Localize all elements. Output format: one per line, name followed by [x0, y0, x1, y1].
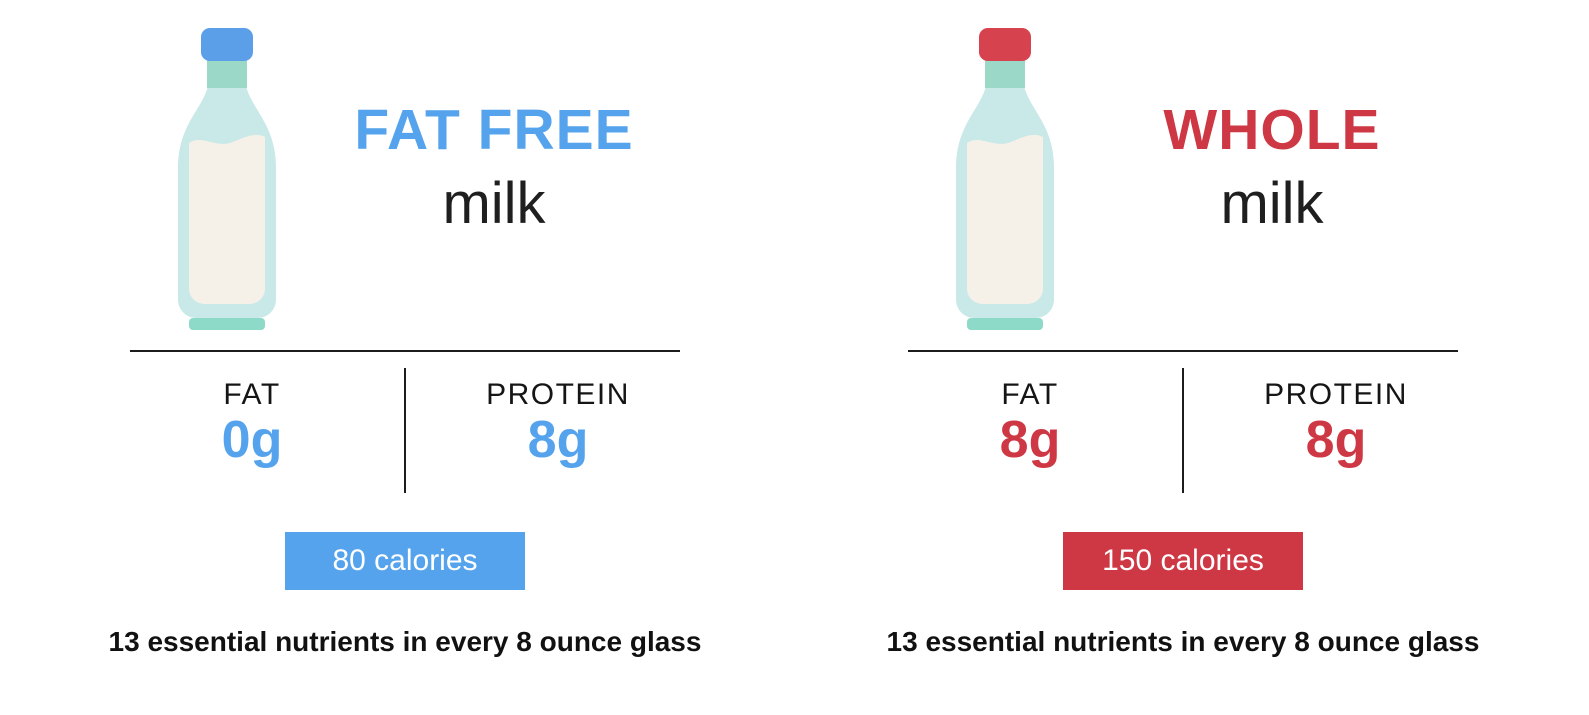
panel-title: WHOLE [1163, 98, 1381, 162]
stat-fat: FAT 8g [878, 352, 1182, 494]
nutrition-stats: FAT 0g PROTEIN 8g [100, 352, 710, 494]
stat-protein-value: 8g [527, 411, 589, 469]
stat-protein-label: PROTEIN [486, 378, 630, 411]
bottle-neck-shape [207, 57, 247, 88]
title-block: WHOLE milk [1056, 28, 1488, 334]
title-block: FAT FREE milk [278, 28, 710, 334]
bottle-base-shape [967, 318, 1043, 330]
stat-protein-label: PROTEIN [1264, 378, 1408, 411]
panel-header: FAT FREE milk [100, 28, 710, 334]
panel-subtitle: milk [442, 171, 546, 236]
vertical-divider [404, 368, 406, 493]
stat-fat-label: FAT [223, 378, 281, 411]
bottle-cap-shape [201, 28, 253, 61]
milk-bottle-icon [956, 28, 1056, 334]
bottle-neck-shape [985, 57, 1025, 88]
panel-title: FAT FREE [354, 98, 634, 162]
panel-header: WHOLE milk [878, 28, 1488, 334]
bottle-milk-shape [967, 134, 1043, 304]
vertical-divider [1182, 368, 1184, 493]
footnote: 13 essential nutrients in every 8 ounce … [108, 626, 702, 657]
calories-badge: 150 calories [1063, 532, 1303, 590]
nutrition-stats: FAT 8g PROTEIN 8g [878, 352, 1488, 494]
footnote: 13 essential nutrients in every 8 ounce … [886, 626, 1480, 657]
stat-fat-label: FAT [1001, 378, 1059, 411]
bottle-milk-shape [189, 134, 265, 304]
bottle-cap-shape [979, 28, 1031, 61]
milk-bottle-icon [178, 28, 278, 334]
stat-fat-value: 8g [999, 411, 1061, 469]
bottle-base-shape [189, 318, 265, 330]
horizontal-divider [908, 350, 1458, 352]
panel-fat-free-milk: FAT FREE milk FAT 0g PROTEIN 8g 80 calor… [100, 28, 710, 658]
stat-fat-value: 0g [221, 411, 283, 469]
panel-whole-milk: WHOLE milk FAT 8g PROTEIN 8g 150 calorie… [878, 28, 1488, 658]
stat-protein: PROTEIN 8g [406, 352, 710, 494]
panel-subtitle: milk [1220, 171, 1324, 236]
horizontal-divider [130, 350, 680, 352]
stat-protein-value: 8g [1305, 411, 1367, 469]
calories-badge: 80 calories [285, 532, 525, 590]
stat-protein: PROTEIN 8g [1184, 352, 1488, 494]
stat-fat: FAT 0g [100, 352, 404, 494]
